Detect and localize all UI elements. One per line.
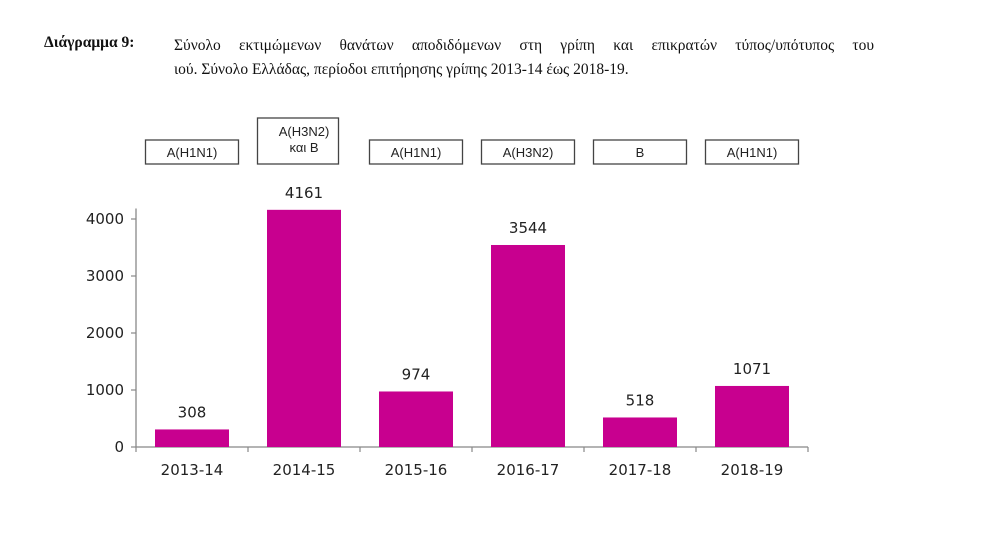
subtype-box [144, 139, 240, 165]
bar-2018-19 [715, 385, 789, 447]
data-label-2013-14: 308 [178, 403, 207, 421]
data-label-2016-17: 3544 [509, 219, 547, 237]
subtype-box [256, 117, 340, 165]
subtype-box [368, 139, 464, 165]
subtype-box [592, 139, 688, 165]
x-tick-label-2018-19: 2018-19 [721, 461, 784, 479]
caption-label: Διάγραμμα 9: [44, 34, 135, 51]
x-tick-label-2017-18: 2017-18 [609, 461, 672, 479]
data-label-2017-18: 518 [626, 391, 655, 409]
x-tick-label-2016-17: 2016-17 [497, 461, 560, 479]
subtype-label: και B [289, 140, 318, 155]
bar-2017-18 [603, 417, 677, 447]
x-tick-label-2014-15: 2014-15 [273, 461, 336, 479]
subtype-label: A(H3N2) [503, 145, 554, 160]
subtype-label: A(H1N1) [167, 145, 218, 160]
bar-2016-17 [491, 244, 565, 447]
x-tick-label-2015-16: 2015-16 [385, 461, 448, 479]
bar-2014-15 [267, 209, 341, 447]
bar-2015-16 [379, 391, 453, 447]
caption-line-2: ιού. Σύνολο Ελλάδας, περίοδοι επιτήρησης… [174, 61, 629, 78]
subtype-box [480, 139, 576, 165]
caption-text: Σύνολο εκτιμώμενων θανάτων αποδιδόμενων … [174, 34, 874, 82]
bar-2013-14 [155, 429, 229, 447]
x-tick-label-2013-14: 2013-14 [161, 461, 224, 479]
y-tick-label: 0 [114, 438, 124, 456]
data-label-2018-19: 1071 [733, 360, 771, 378]
y-tick-label: 1000 [86, 381, 124, 399]
y-tick-label: 2000 [86, 324, 124, 342]
subtype-label: B [636, 145, 645, 160]
subtype-label: A(H1N1) [391, 145, 442, 160]
data-label-2014-15: 4161 [285, 184, 323, 202]
subtype-label: A(H1N1) [727, 145, 778, 160]
y-tick-label: 4000 [86, 210, 124, 228]
caption-line-1: Σύνολο εκτιμώμενων θανάτων αποδιδόμενων … [174, 37, 874, 54]
subtype-label: A(H3N2) [279, 124, 330, 139]
data-label-2015-16: 974 [402, 365, 431, 383]
subtype-box [704, 139, 800, 165]
y-tick-label: 3000 [86, 267, 124, 285]
